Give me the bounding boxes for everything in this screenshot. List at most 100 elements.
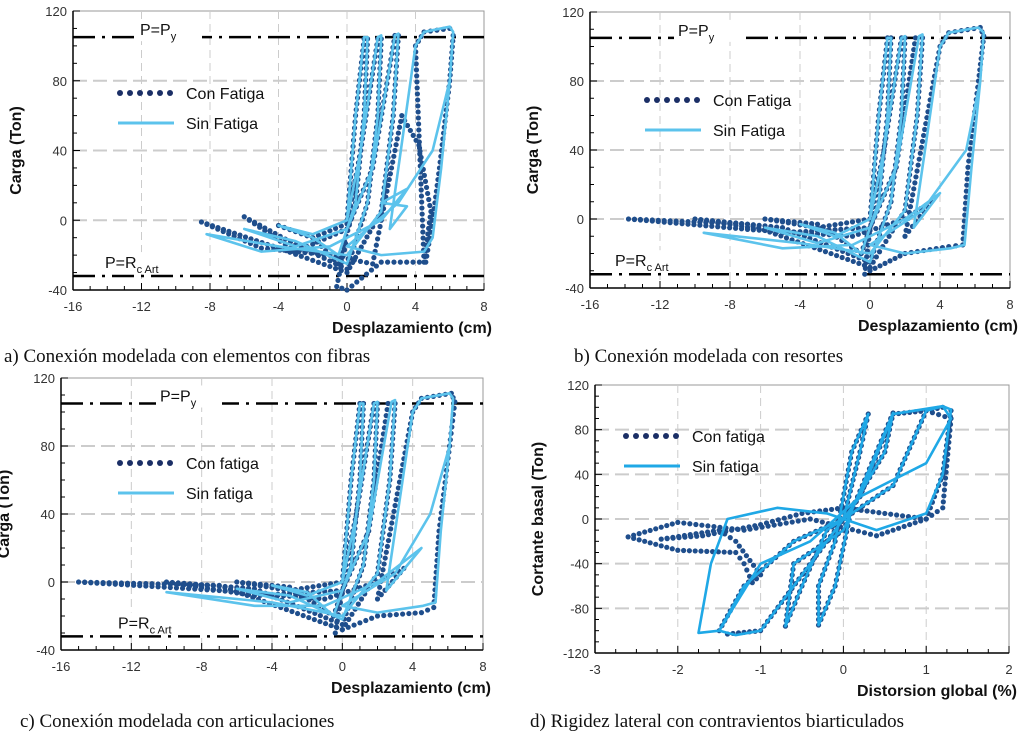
data-point	[912, 180, 918, 186]
data-point	[418, 187, 424, 193]
data-point	[321, 230, 327, 236]
data-point	[653, 526, 659, 532]
data-point	[915, 162, 921, 168]
data-point	[332, 261, 339, 267]
data-point	[419, 211, 425, 217]
data-point	[414, 79, 420, 85]
data-point	[873, 254, 879, 260]
data-point	[658, 543, 664, 549]
data-point	[711, 524, 717, 530]
data-point	[322, 620, 329, 627]
x-tick-label: 0	[840, 662, 847, 677]
chart-d: -3 -2 -1 0 1 2 -120 -80 -40 0 40 80 120 Distorsion gl…	[530, 378, 1017, 700]
data-point	[934, 508, 940, 515]
reference-line-label: P=Py	[160, 389, 197, 410]
data-point	[685, 221, 691, 227]
data-point	[704, 548, 710, 554]
data-point	[234, 579, 240, 585]
data-point	[919, 138, 926, 144]
y-tick-label: -120	[563, 646, 589, 661]
y-tick-label: -40	[570, 557, 589, 572]
data-point	[675, 519, 681, 525]
data-point	[418, 610, 425, 616]
data-point	[431, 604, 437, 611]
data-point	[855, 231, 861, 237]
data-point	[426, 196, 432, 203]
data-point	[374, 613, 381, 619]
data-point	[311, 600, 317, 606]
data-point	[392, 502, 398, 509]
y-tick-label: 80	[53, 74, 67, 89]
legend-marker-dots	[137, 90, 143, 96]
data-point	[721, 224, 727, 230]
y-tick-label: 40	[53, 144, 67, 159]
data-point	[964, 182, 970, 188]
data-point	[414, 85, 420, 91]
data-point	[192, 582, 198, 588]
data-point	[390, 514, 396, 520]
data-point	[364, 234, 370, 240]
x-tick-label: -4	[794, 297, 806, 312]
legend-marker-dots	[167, 90, 173, 96]
data-point	[420, 241, 426, 247]
data-point	[882, 260, 888, 266]
data-point	[838, 221, 844, 227]
x-tick-label: -16	[581, 297, 600, 312]
data-point	[912, 35, 919, 41]
data-point	[833, 252, 840, 259]
data-point	[351, 257, 357, 263]
data-point	[688, 534, 694, 540]
data-point	[416, 259, 423, 265]
data-point	[186, 582, 192, 588]
data-point	[240, 580, 246, 586]
data-point	[315, 259, 322, 265]
x-tick-label: 8	[1006, 297, 1013, 312]
reference-line-subscript: y	[171, 31, 177, 43]
data-point	[385, 182, 391, 188]
data-point	[416, 133, 422, 139]
data-point	[681, 520, 687, 526]
data-point	[421, 172, 427, 178]
data-point	[899, 513, 906, 519]
data-point	[887, 258, 893, 264]
data-point	[392, 147, 398, 154]
data-point	[118, 581, 124, 588]
data-point	[801, 517, 807, 523]
data-point	[923, 120, 929, 127]
data-point	[245, 581, 252, 587]
data-point	[333, 592, 340, 598]
series-line-sin-fatiga	[165, 391, 455, 621]
data-point	[400, 611, 406, 617]
data-point	[333, 624, 339, 630]
data-point	[328, 594, 334, 600]
data-point	[820, 224, 826, 230]
data-point	[391, 508, 397, 514]
data-point	[386, 532, 393, 538]
data-point	[918, 144, 925, 150]
reference-line-label: P=Py	[140, 22, 177, 43]
x-tick-label: -12	[122, 659, 141, 674]
y-tick-label: 80	[570, 74, 584, 89]
data-point	[637, 217, 644, 223]
data-point	[250, 594, 256, 601]
data-point	[789, 519, 795, 525]
data-point	[283, 606, 289, 613]
legend-marker-dots	[673, 433, 679, 439]
x-tick-label: -4	[273, 299, 285, 314]
data-point	[890, 527, 896, 533]
data-point	[386, 176, 392, 183]
data-point	[687, 521, 693, 527]
data-point	[903, 227, 909, 233]
data-point	[345, 588, 351, 595]
data-point	[888, 511, 894, 517]
y-tick-label: -40	[48, 283, 67, 298]
data-point	[347, 264, 353, 271]
data-point	[167, 584, 173, 591]
data-point	[839, 254, 845, 261]
data-point	[643, 217, 649, 224]
data-point	[413, 61, 419, 67]
data-point	[413, 67, 420, 73]
data-point	[864, 254, 870, 260]
